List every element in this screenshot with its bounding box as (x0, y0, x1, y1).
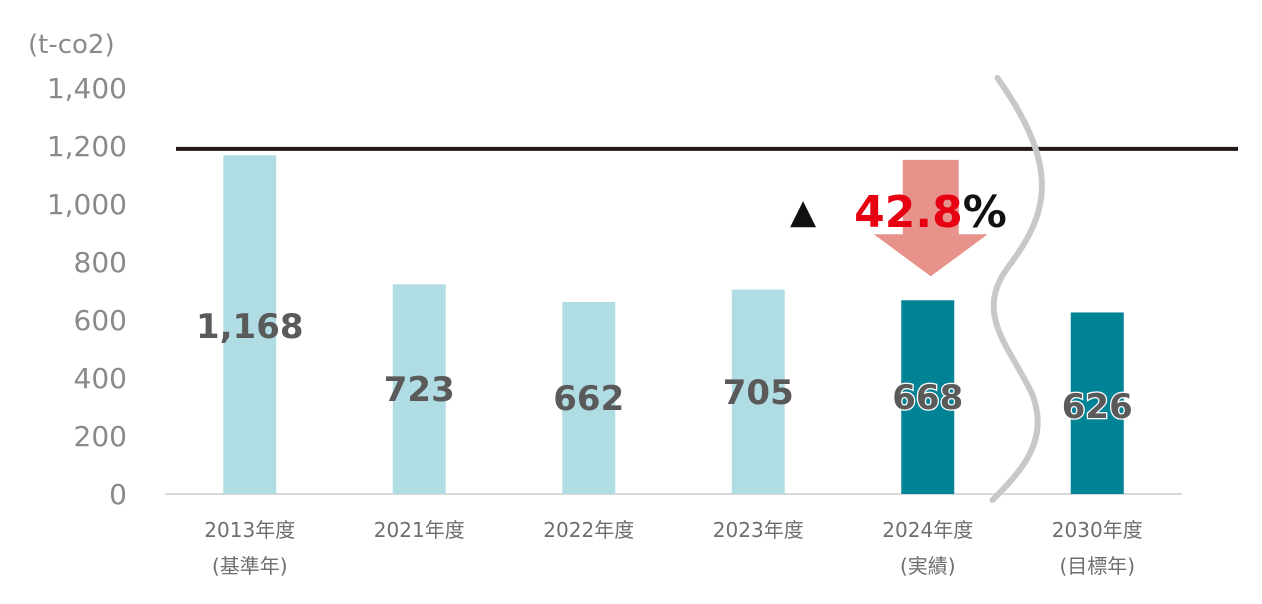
data-label: 723 (384, 370, 455, 410)
data-label: 668 (892, 378, 963, 418)
percent-sign: % (962, 186, 1007, 238)
reduction-annotation: ▲ 42.8 % (790, 184, 1007, 240)
data-label: 662 (553, 379, 624, 419)
decrease-triangle-icon: ▲ (790, 192, 817, 232)
bar (562, 302, 616, 494)
x-tick-label: 2022年度 (543, 518, 634, 542)
y-tick-label: 1,200 (47, 130, 127, 163)
y-axis-unit: (t-co2) (28, 30, 115, 60)
bar (731, 289, 785, 494)
y-tick-label: 400 (74, 362, 127, 395)
x-tick-label: 2013年度 (204, 518, 295, 542)
y-tick-label: 600 (74, 304, 127, 337)
y-tick-label: 200 (74, 420, 127, 453)
y-tick-label: 800 (74, 246, 127, 279)
reduction-arrow (873, 159, 988, 277)
x-tick-label: 2030年度 (1052, 518, 1143, 542)
x-tick-label: 2021年度 (374, 518, 465, 542)
reduction-percent: 42.8 (854, 186, 963, 238)
bar (1070, 312, 1124, 494)
x-tick-sublabel: (基準年) (212, 554, 288, 578)
data-label: 705 (723, 373, 794, 413)
bar (223, 155, 277, 494)
bar (392, 284, 446, 494)
y-tick-label: 1,400 (47, 72, 127, 105)
axis-break-line (989, 75, 1045, 503)
x-tick-label: 2024年度 (882, 518, 973, 542)
y-tick-label: 0 (109, 478, 127, 511)
bar (901, 300, 955, 494)
x-tick-sublabel: (目標年) (1059, 554, 1135, 578)
data-label: 626 (1062, 387, 1133, 427)
x-tick-sublabel: (実績) (900, 554, 956, 578)
data-label: 1,168 (196, 307, 304, 347)
x-tick-label: 2023年度 (713, 518, 804, 542)
y-tick-label: 1,000 (47, 188, 127, 221)
